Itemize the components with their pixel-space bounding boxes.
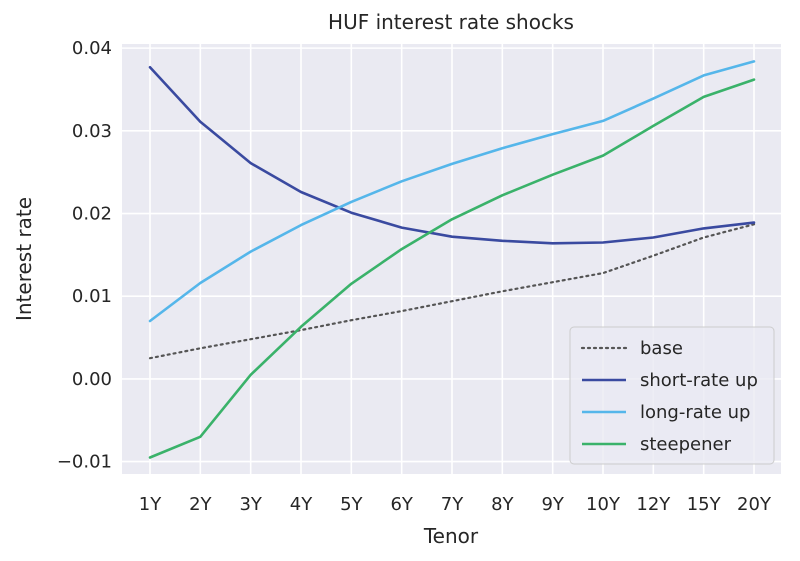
legend-label: short-rate up xyxy=(640,370,758,391)
chart-title: HUF interest rate shocks xyxy=(328,10,574,34)
x-tick-labels: 1Y 2Y 3Y 4Y 5Y 6Y 7Y 8Y 9Y 10Y 12Y 15Y 20Y xyxy=(139,494,772,515)
x-tick-label: 3Y xyxy=(239,494,262,515)
legend: base short-rate up long-rate up steepener xyxy=(569,326,775,465)
y-tick-labels: −0.01 0.00 0.01 0.02 0.03 0.04 xyxy=(57,38,112,472)
y-tick-label: 0.04 xyxy=(72,38,112,59)
x-tick-label: 5Y xyxy=(340,494,363,515)
x-tick-label: 4Y xyxy=(290,494,313,515)
series-line-steepener xyxy=(148,78,756,459)
y-tick-label: 0.00 xyxy=(72,369,112,390)
legend-label: long-rate up xyxy=(640,402,750,423)
x-tick-label: 6Y xyxy=(390,494,413,515)
series-line-base xyxy=(148,223,756,360)
legend-label: steepener xyxy=(640,434,732,455)
y-axis-title: Interest rate xyxy=(12,197,36,321)
legend-frame xyxy=(569,326,775,465)
x-tick-label: 2Y xyxy=(189,494,212,515)
x-tick-label: 12Y xyxy=(636,494,671,515)
legend-label: base xyxy=(640,338,683,359)
x-tick-label: 7Y xyxy=(441,494,464,515)
x-axis-title: Tenor xyxy=(423,524,479,548)
x-tick-label: 8Y xyxy=(491,494,514,515)
x-tick-label: 15Y xyxy=(687,494,722,515)
y-tick-label: 0.02 xyxy=(72,204,112,225)
y-tick-label: 0.03 xyxy=(72,121,112,142)
x-tick-label: 10Y xyxy=(586,494,621,515)
series-line-long-rate-up xyxy=(148,60,756,323)
y-tick-label: −0.01 xyxy=(57,452,112,473)
x-tick-label: 20Y xyxy=(737,494,772,515)
x-tick-label: 9Y xyxy=(541,494,564,515)
series-line-short-rate-up xyxy=(148,65,756,245)
y-tick-label: 0.01 xyxy=(72,286,112,307)
series-lines xyxy=(148,60,756,459)
x-tick-label: 1Y xyxy=(139,494,162,515)
